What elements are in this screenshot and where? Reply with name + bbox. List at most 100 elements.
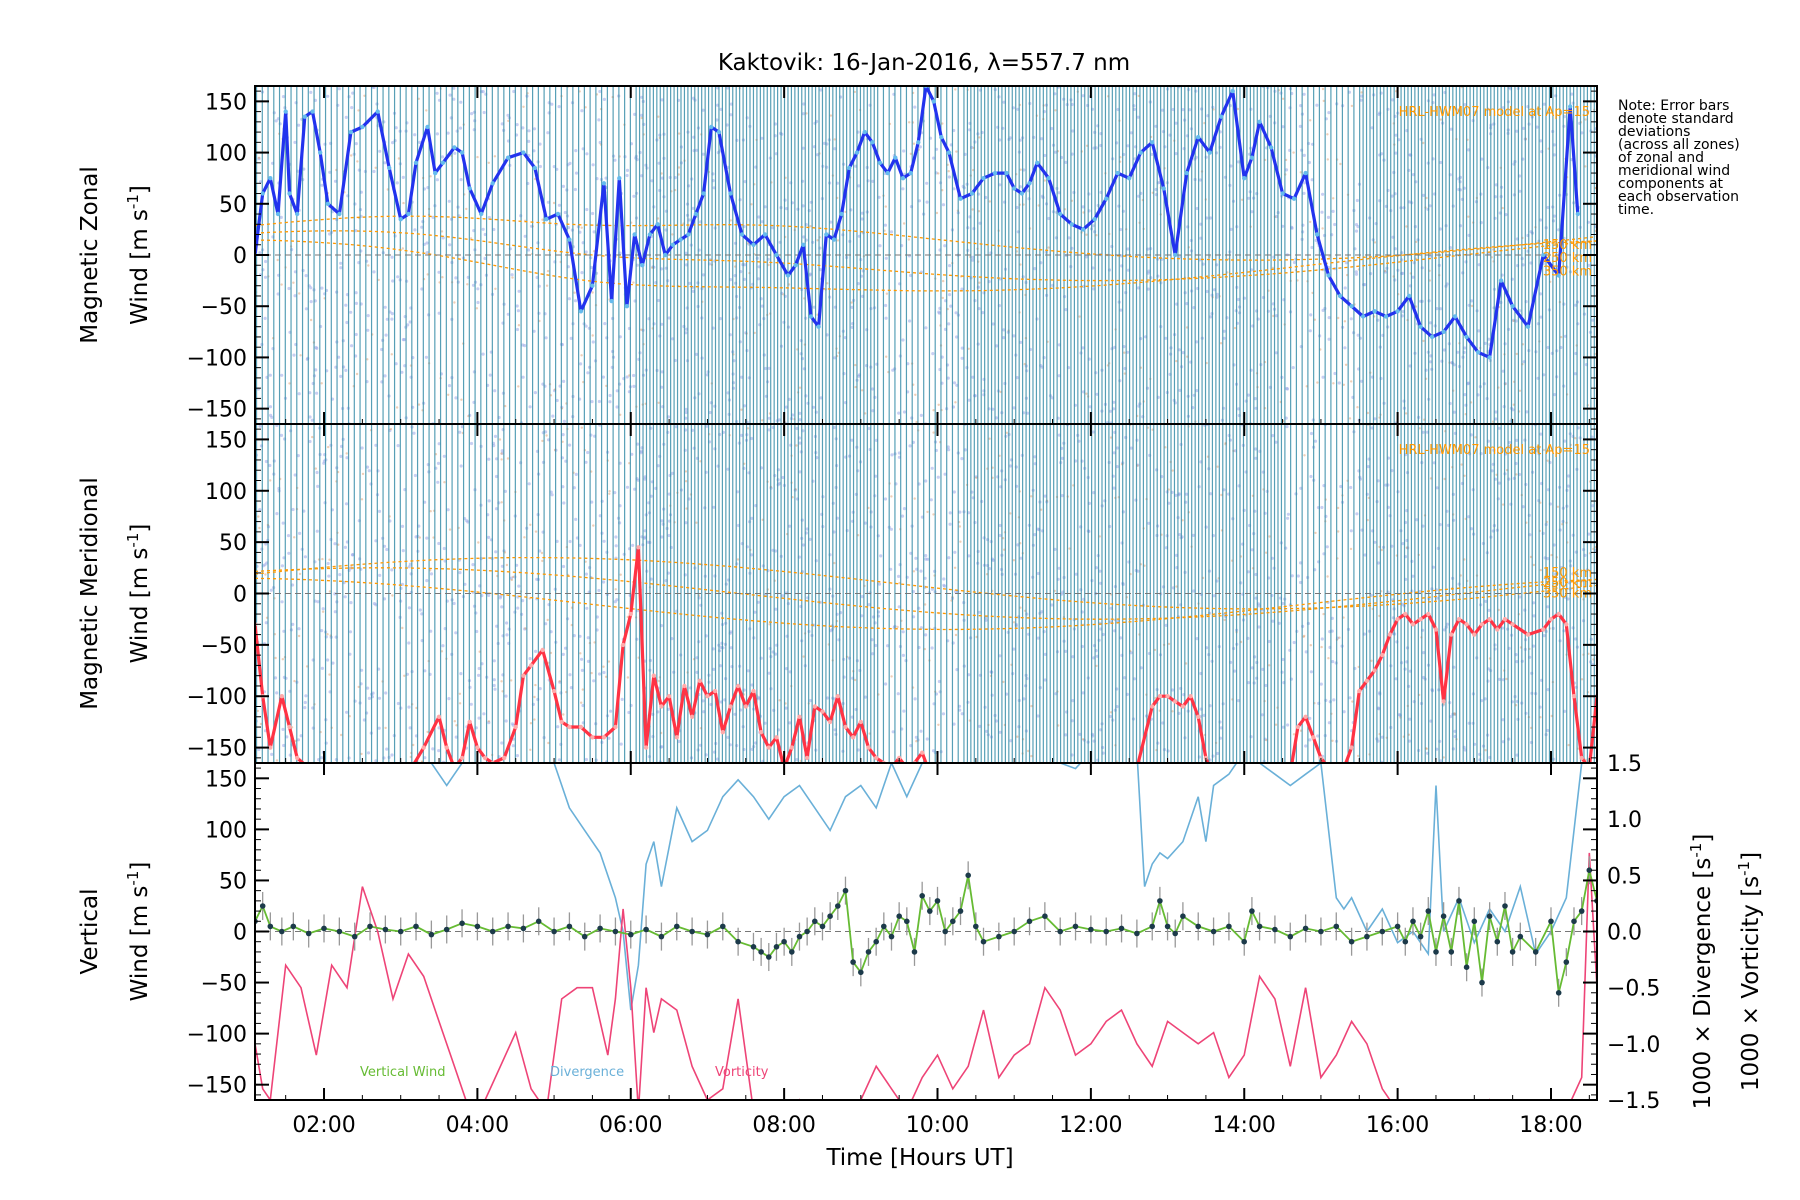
- zone-point: [510, 273, 514, 277]
- zone-point: [998, 533, 1002, 538]
- zone-point: [952, 490, 956, 494]
- zone-point: [1467, 148, 1471, 152]
- zone-point: [354, 301, 358, 305]
- zone-point: [998, 730, 1002, 734]
- zone-point: [1174, 493, 1178, 497]
- zone-point: [684, 251, 688, 255]
- zone-point: [1292, 733, 1296, 736]
- zone-point: [943, 244, 947, 248]
- zone-point: [867, 603, 871, 607]
- zone-point: [808, 699, 813, 703]
- zone-point: [1016, 735, 1019, 738]
- zone-point: [767, 263, 770, 267]
- zone-point: [684, 480, 688, 483]
- zone-point: [327, 445, 330, 449]
- zone-point: [429, 175, 432, 178]
- y-tick-label: 150: [205, 90, 247, 115]
- zone-point: [857, 184, 861, 188]
- zone-point: [1411, 275, 1415, 279]
- data-point: [275, 211, 281, 217]
- zone-point: [1085, 392, 1088, 395]
- zone-point: [884, 205, 887, 208]
- zone-point: [374, 759, 378, 763]
- zone-point: [1337, 316, 1340, 320]
- zone-point: [1546, 459, 1549, 462]
- zone-point: [407, 641, 411, 645]
- zone-point: [798, 386, 802, 389]
- zone-point: [977, 610, 981, 614]
- zone-point: [1349, 547, 1353, 551]
- zone-point: [1195, 637, 1199, 641]
- zone-point: [1019, 263, 1022, 266]
- zone-point: [314, 467, 317, 470]
- zone-point: [988, 200, 991, 203]
- zone-point: [850, 301, 853, 304]
- zone-point: [908, 319, 912, 323]
- zone-point: [1501, 626, 1505, 630]
- zone-point: [453, 301, 456, 304]
- zone-point: [397, 157, 401, 160]
- data-point: [670, 242, 676, 247]
- zone-point: [424, 355, 428, 359]
- zone-point: [268, 463, 272, 468]
- zone-point: [597, 118, 601, 122]
- zone-point: [297, 123, 301, 127]
- zone-point: [328, 232, 332, 236]
- zone-point: [345, 452, 348, 455]
- zone-point: [591, 291, 594, 294]
- y-axis-label-line2: Wind [m s-1]: [124, 185, 153, 325]
- data-point: [1395, 309, 1400, 314]
- data-point: [739, 232, 745, 237]
- zone-point: [258, 526, 261, 530]
- zone-point: [1418, 427, 1421, 430]
- zone-point: [533, 391, 538, 395]
- zone-point: [1309, 313, 1313, 317]
- zone-point: [476, 155, 479, 159]
- zone-point: [1310, 178, 1314, 182]
- zone-point: [1421, 193, 1426, 197]
- data-point: [885, 170, 890, 176]
- zone-point: [1502, 503, 1505, 506]
- zone-point: [541, 439, 544, 443]
- zone-point: [1390, 194, 1394, 198]
- data-point: [505, 155, 511, 160]
- zone-point: [885, 355, 888, 358]
- zone-point: [517, 324, 521, 327]
- zone-point: [510, 679, 513, 682]
- zone-point: [339, 266, 343, 270]
- data-point: [1452, 314, 1458, 319]
- zone-point: [367, 264, 370, 267]
- zone-point: [259, 180, 263, 184]
- zone-point: [1064, 649, 1068, 654]
- zone-point: [619, 742, 623, 746]
- zone-point: [729, 219, 732, 222]
- zone-point: [1343, 346, 1347, 350]
- zone-point: [947, 556, 951, 560]
- zone-point: [1267, 639, 1271, 644]
- zone-point: [391, 279, 395, 283]
- zone-point: [937, 679, 942, 684]
- zone-point: [501, 690, 504, 693]
- zone-point: [458, 126, 463, 130]
- data-point: [544, 217, 549, 222]
- zone-point: [1327, 111, 1331, 115]
- zone-point: [960, 457, 964, 461]
- zone-point: [326, 94, 330, 98]
- zone-point: [1147, 521, 1151, 525]
- zone-point: [366, 358, 369, 361]
- zone-point: [435, 132, 439, 136]
- zone-point: [383, 161, 387, 165]
- data-point: [413, 160, 419, 165]
- zone-point: [688, 281, 692, 285]
- zone-point: [471, 283, 476, 287]
- zone-point: [492, 659, 496, 663]
- zone-point: [413, 228, 417, 232]
- zone-point: [1081, 346, 1085, 350]
- zone-point: [1319, 682, 1323, 686]
- zone-point: [402, 201, 405, 205]
- zone-point: [574, 171, 579, 175]
- zone-point: [344, 303, 348, 307]
- zone-point: [936, 475, 940, 479]
- zone-point: [580, 271, 584, 275]
